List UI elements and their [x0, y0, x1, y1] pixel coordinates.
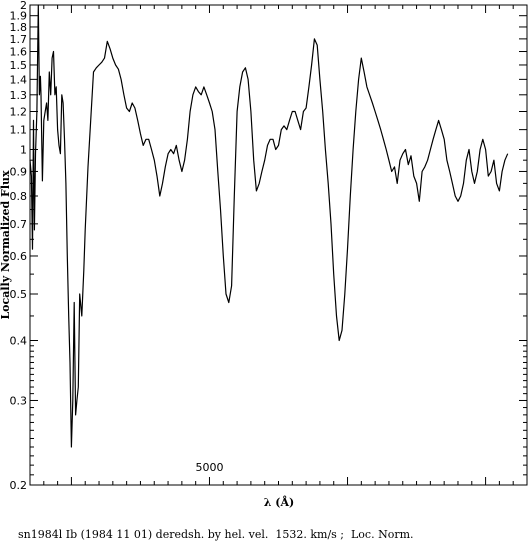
x-tick-label: 5000: [195, 461, 223, 474]
y-tick-label: 0.5: [10, 288, 28, 301]
y-tick-label: 0.4: [10, 335, 28, 348]
y-tick-label: 1.9: [10, 10, 28, 23]
x-axis-title: λ (Å): [264, 495, 295, 509]
y-tick-label: 1.2: [10, 105, 28, 118]
y-axis-ticks: 21.91.81.71.61.51.4 1.3 1.2 1.1 1 0.9 0.8 0.7 0.…: [10, 0, 527, 492]
chart-caption: sn1984l Ib (1984 11 01) deredsh. by hel.…: [18, 528, 414, 541]
y-tick-label: 0.6: [10, 250, 28, 263]
y-tick-label: 2: [20, 0, 27, 12]
y-tick-label: 0.8: [10, 190, 28, 203]
y-tick-label: 1.8: [10, 21, 28, 34]
y-tick-label: 1.6: [10, 46, 28, 59]
y-tick-label: 1.5: [10, 59, 28, 72]
y-tick-label: 1.4: [10, 73, 28, 86]
flux-series-line: [29, 4, 509, 448]
y-tick-label: 1: [20, 143, 27, 156]
y-tick-label: 0.9: [10, 165, 28, 178]
y-tick-label: 1.3: [10, 89, 28, 102]
y-tick-label: 0.2: [10, 479, 28, 492]
y-axis-title: Locally Normalized Flux: [0, 170, 12, 320]
y-tick-label: 1.1: [10, 124, 28, 137]
y-tick-label: 0.3: [10, 394, 28, 407]
y-tick-label: 1.7: [10, 33, 28, 46]
y-tick-label: 0.7: [10, 218, 28, 231]
x-axis-ticks: 5000: [43, 5, 514, 485]
plot-frame: [29, 4, 528, 486]
